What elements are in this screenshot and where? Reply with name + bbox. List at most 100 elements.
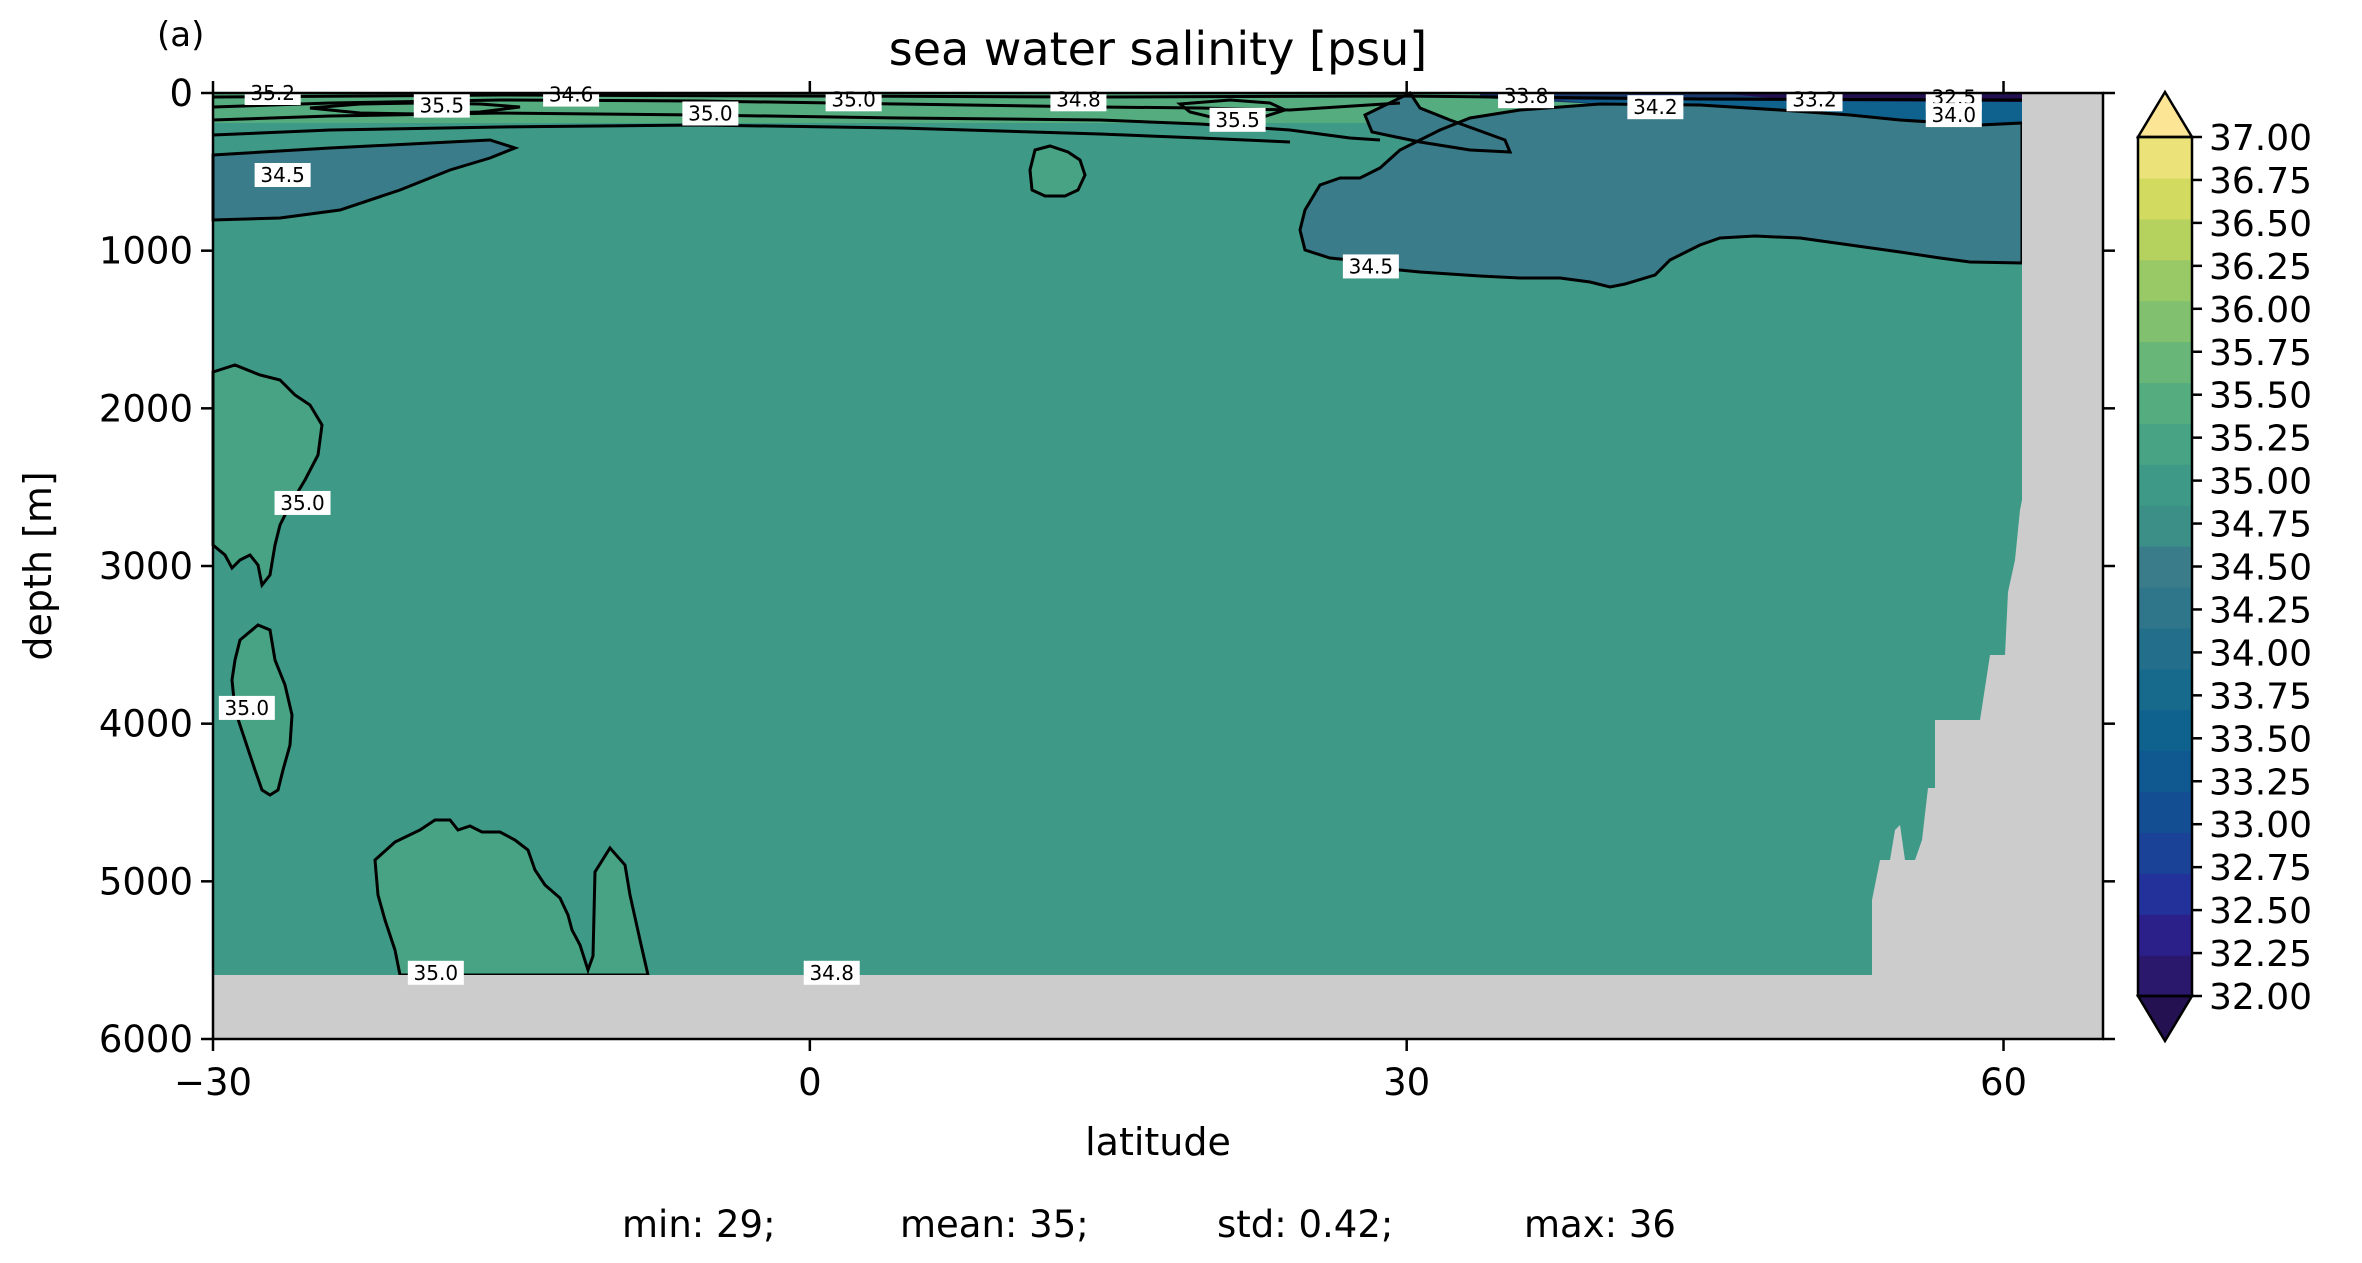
y-axis-label: depth [m] xyxy=(16,471,60,660)
colorbar-segment xyxy=(2138,177,2192,220)
contour-label-box xyxy=(1786,87,1843,112)
colorbar-segment xyxy=(2138,259,2192,302)
contour-label-box xyxy=(407,960,464,985)
contour-label: 34.0 xyxy=(1932,103,1977,127)
stat-max: max: 36 xyxy=(1524,1203,1676,1246)
colorbar-tick-label: 33.75 xyxy=(2209,676,2312,717)
x-tick-label: −30 xyxy=(174,1061,252,1104)
colorbar-segment xyxy=(2138,341,2192,384)
colorbar-tick-label: 37.00 xyxy=(2209,118,2312,159)
y-tick-label: 5000 xyxy=(99,860,193,903)
colorbar-segment xyxy=(2138,586,2192,629)
contour-label: 35.0 xyxy=(280,491,325,515)
contour-label-box xyxy=(1050,87,1107,112)
colorbar-segment xyxy=(2138,709,2192,752)
colorbar-segment xyxy=(2138,505,2192,547)
contour-labels: 35.235.5 34.635.035.0 34.835.533.8 34.2 33.2… xyxy=(218,81,1982,985)
contour-label-box xyxy=(825,87,882,112)
colorbar-tick-label: 35.00 xyxy=(2209,462,2312,503)
y-tick-label: 2000 xyxy=(99,387,193,430)
y-tick-label: 6000 xyxy=(99,1018,193,1061)
land-mask xyxy=(213,93,2103,1039)
contour-label: 35.5 xyxy=(420,94,465,118)
stat-std: std: 0.42; xyxy=(1217,1203,1393,1246)
colorbar-segment xyxy=(2138,137,2192,179)
colorbar-tick-label: 36.50 xyxy=(2209,204,2312,245)
colorbar-tick-label: 32.50 xyxy=(2209,891,2312,932)
colorbar-tick-label: 36.75 xyxy=(2209,161,2312,202)
x-axis: −30 0 30 60 xyxy=(174,81,2027,1104)
colorbar-segment xyxy=(2138,791,2192,833)
contour-label: 34.2 xyxy=(1633,95,1678,119)
chart-title: sea water salinity [psu] xyxy=(889,22,1428,76)
colorbar-tick-label: 36.25 xyxy=(2209,247,2312,288)
colorbar-tick-label: 32.00 xyxy=(2209,977,2312,1018)
contour-label-box xyxy=(1925,103,1982,128)
colorbar-tick-label: 35.50 xyxy=(2209,376,2312,417)
colorbar-segment xyxy=(2138,873,2192,915)
contour-label-box xyxy=(274,490,331,515)
x-tick-label: 60 xyxy=(1980,1061,2027,1104)
contour-label-box xyxy=(1498,84,1555,109)
contour-label: 33.2 xyxy=(1792,87,1837,111)
panel-label: (a) xyxy=(157,15,204,55)
y-tick-label: 0 xyxy=(169,72,193,115)
y-tick-label: 4000 xyxy=(99,703,193,746)
colorbar-tick-label: 35.25 xyxy=(2209,419,2312,460)
y-tick-label: 3000 xyxy=(99,545,193,588)
contour-label-box xyxy=(254,162,311,187)
colorbar-segment xyxy=(2138,955,2192,997)
stat-min: min: 29; xyxy=(622,1203,776,1246)
colorbar-segment xyxy=(2138,832,2192,874)
contour-label-box xyxy=(1209,107,1266,132)
contour-label-box xyxy=(1627,95,1684,120)
contour-label: 35.0 xyxy=(225,696,270,720)
contour-label: 35.5 xyxy=(1215,108,1260,132)
x-axis-label: latitude xyxy=(1085,1120,1231,1164)
contour-label: 35.0 xyxy=(831,87,876,111)
contour-label: 35.0 xyxy=(414,961,459,985)
colorbar-segment xyxy=(2138,546,2192,588)
contour-label: 34.8 xyxy=(809,961,854,985)
contour-label: 35.0 xyxy=(688,101,733,125)
colorbar-extend-min xyxy=(2135,994,2195,1044)
contour-label-box xyxy=(543,82,600,107)
colorbar-segment xyxy=(2138,914,2192,956)
colorbar: 32.0032.2532.5032.7533.0033.2533.5033.75… xyxy=(2135,89,2312,1044)
colorbar-segment xyxy=(2138,382,2192,424)
colorbar-tick-label: 34.00 xyxy=(2209,633,2312,674)
colorbar-tick-label: 34.75 xyxy=(2209,505,2312,546)
colorbar-segment xyxy=(2138,464,2192,506)
stats-line: min: 29; mean: 35; std: 0.42; max: 36 xyxy=(622,1203,1676,1246)
colorbar-tick-label: 34.50 xyxy=(2209,548,2312,589)
colorbar-segment xyxy=(2138,627,2192,670)
contour-region-35-0-west-upper xyxy=(211,363,324,589)
contour-label: 34.8 xyxy=(1056,87,1101,111)
contour-label: 34.5 xyxy=(260,163,305,187)
colorbar-tick-label: 35.75 xyxy=(2209,333,2312,374)
colorbar-segment xyxy=(2138,423,2192,465)
contour-label-box xyxy=(803,960,860,985)
colorbar-segment xyxy=(2138,218,2192,261)
colorbar-segment xyxy=(2138,668,2192,711)
colorbar-tick-label: 33.50 xyxy=(2209,719,2312,760)
x-tick-label: 0 xyxy=(798,1061,822,1104)
contour-label: 34.6 xyxy=(549,83,594,107)
contour-label-box xyxy=(218,695,275,720)
contour-label: 34.5 xyxy=(1349,254,1394,278)
colorbar-tick-label: 33.00 xyxy=(2209,805,2312,846)
y-axis: 0 1000 2000 3000 4000 5000 6000 xyxy=(99,72,2115,1061)
stat-mean: mean: 35; xyxy=(900,1203,1089,1246)
colorbar-tick-label: 34.25 xyxy=(2209,590,2312,631)
contour-region-35-0-center xyxy=(1028,144,1087,198)
x-tick-label: 30 xyxy=(1383,1061,1430,1104)
colorbar-tick-label: 33.25 xyxy=(2209,762,2312,803)
contour-label: 33.8 xyxy=(1504,84,1549,108)
colorbar-tick-label: 32.25 xyxy=(2209,934,2312,975)
plot-area: 35.235.5 34.635.035.0 34.835.533.8 34.2 33.2… xyxy=(211,81,2105,1041)
y-tick-label: 1000 xyxy=(99,230,193,273)
colorbar-segment xyxy=(2138,750,2192,793)
contour-label-box xyxy=(1342,254,1399,279)
colorbar-tick-label: 32.75 xyxy=(2209,848,2312,889)
